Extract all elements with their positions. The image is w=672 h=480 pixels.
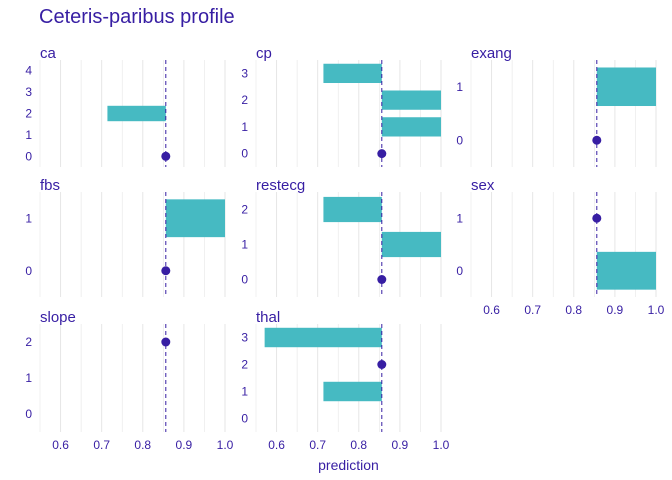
facet-label-slope: slope <box>40 309 76 326</box>
observation-point-fbs <box>161 266 171 276</box>
x-tick-label: 0.8 <box>565 303 582 317</box>
bar-ca-2 <box>107 105 166 122</box>
x-tick-label: 0.8 <box>134 438 151 452</box>
bar-thal-3 <box>264 327 382 348</box>
x-axis-title: prediction <box>318 457 379 473</box>
facet-label-cp: cp <box>256 45 272 62</box>
x-tick-label: 0.9 <box>176 438 193 452</box>
bar-exang-1 <box>596 67 656 107</box>
x-tick-label: 0.7 <box>309 438 326 452</box>
y-tick-label: 1 <box>456 80 463 94</box>
x-tick-label: 1.0 <box>648 303 665 317</box>
x-tick-label: 1.0 <box>217 438 234 452</box>
x-tick-label: 0.6 <box>268 438 285 452</box>
x-tick-label: 0.9 <box>607 303 624 317</box>
x-tick-label: 0.9 <box>392 438 409 452</box>
chart-title: Ceteris-paribus profile <box>39 6 235 28</box>
facet-label-restecg: restecg <box>256 177 305 194</box>
bar-sex-0 <box>596 251 656 290</box>
x-tick-label: 1.0 <box>433 438 450 452</box>
observation-point-thal <box>377 360 387 369</box>
y-tick-label: 2 <box>25 107 32 121</box>
facet-label-thal: thal <box>256 309 280 326</box>
observation-point-restecg <box>377 275 387 284</box>
y-tick-label: 4 <box>25 64 32 78</box>
bar-fbs-1 <box>165 199 225 238</box>
y-tick-label: 2 <box>241 203 248 217</box>
y-tick-label: 0 <box>456 133 463 147</box>
y-tick-label: 0 <box>241 412 248 426</box>
y-tick-label: 2 <box>241 358 248 372</box>
y-tick-label: 1 <box>25 128 32 142</box>
bar-thal-1 <box>323 381 382 402</box>
x-tick-label: 0.8 <box>350 438 367 452</box>
y-tick-label: 0 <box>241 273 248 287</box>
observation-point-cp <box>377 149 387 159</box>
y-tick-label: 0 <box>241 147 248 161</box>
bar-restecg-2 <box>323 196 382 223</box>
observation-point-exang <box>592 135 602 145</box>
y-tick-label: 1 <box>25 371 32 385</box>
x-tick-label: 0.6 <box>52 438 69 452</box>
y-tick-label: 3 <box>241 66 248 80</box>
y-tick-label: 2 <box>241 93 248 107</box>
y-tick-label: 0 <box>25 407 32 421</box>
x-tick-label: 0.6 <box>483 303 500 317</box>
facet-label-fbs: fbs <box>40 177 60 194</box>
bar-cp-3 <box>323 63 382 84</box>
y-tick-label: 1 <box>456 211 463 225</box>
y-tick-label: 0 <box>456 264 463 278</box>
observation-point-ca <box>161 151 171 161</box>
x-tick-label: 0.7 <box>524 303 541 317</box>
y-tick-label: 1 <box>241 238 248 252</box>
bar-cp-1 <box>381 117 441 137</box>
facet-label-ca: ca <box>40 45 57 62</box>
facet-label-sex: sex <box>471 177 495 194</box>
y-tick-label: 1 <box>241 120 248 134</box>
facet-label-exang: exang <box>471 45 512 62</box>
y-tick-label: 0 <box>25 264 32 278</box>
y-tick-label: 1 <box>25 211 32 225</box>
bar-restecg-1 <box>381 231 441 258</box>
y-tick-label: 2 <box>25 335 32 349</box>
y-tick-label: 3 <box>25 85 32 99</box>
y-tick-label: 3 <box>241 331 248 345</box>
bar-cp-2 <box>381 90 441 110</box>
y-tick-label: 0 <box>25 149 32 163</box>
observation-point-sex <box>592 213 602 223</box>
y-tick-label: 1 <box>241 385 248 399</box>
observation-point-slope <box>161 337 171 347</box>
x-tick-label: 0.7 <box>93 438 110 452</box>
